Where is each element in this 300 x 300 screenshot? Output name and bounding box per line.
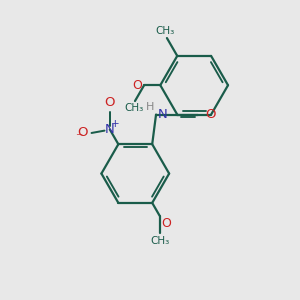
Text: CH₃: CH₃ xyxy=(150,236,169,246)
Text: H: H xyxy=(146,102,154,112)
Text: O: O xyxy=(105,96,115,110)
Text: CH₃: CH₃ xyxy=(156,26,175,36)
Text: O: O xyxy=(205,108,215,121)
Text: O: O xyxy=(161,217,171,230)
Text: +: + xyxy=(111,119,120,129)
Text: O: O xyxy=(132,79,142,92)
Text: ⁻: ⁻ xyxy=(76,131,83,145)
Text: CH₃: CH₃ xyxy=(124,103,143,113)
Text: N: N xyxy=(105,123,115,136)
Text: N: N xyxy=(158,108,167,121)
Text: O: O xyxy=(77,127,88,140)
